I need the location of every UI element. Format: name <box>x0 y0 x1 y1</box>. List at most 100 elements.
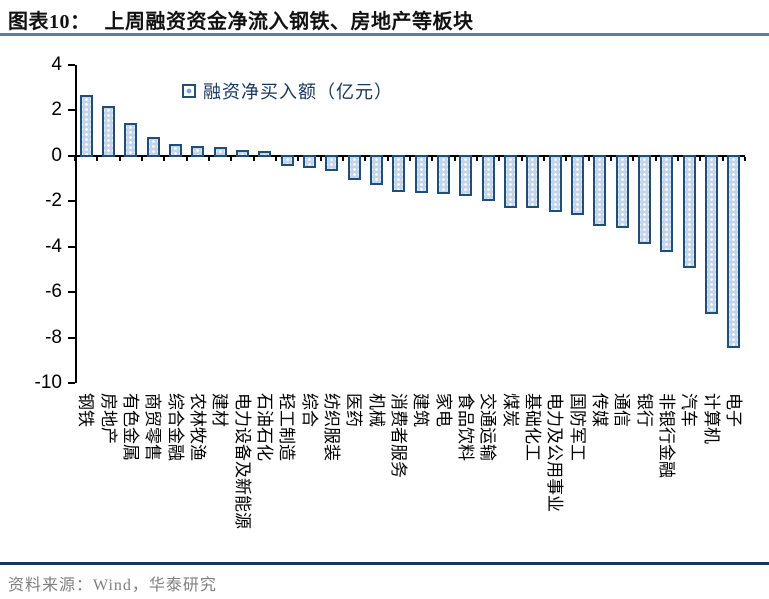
x-axis-tick <box>163 156 166 161</box>
x-axis-label: 电子 <box>723 393 743 427</box>
x-axis-label: 国防军工 <box>567 393 587 461</box>
x-axis-tick <box>141 156 143 161</box>
bar <box>593 154 607 226</box>
bar <box>280 154 294 166</box>
bar <box>325 154 339 172</box>
y-axis-tick-label: -2 <box>45 190 62 212</box>
x-axis-tick <box>275 156 277 161</box>
x-axis-tick <box>632 156 635 161</box>
bar <box>79 95 93 157</box>
y-axis-tick-label: 4 <box>51 54 62 75</box>
bar <box>414 154 428 193</box>
x-axis-tick <box>721 156 724 161</box>
x-axis-label: 纺织服装 <box>321 393 341 461</box>
x-axis-tick <box>699 156 702 161</box>
bar <box>548 154 562 213</box>
x-axis-label: 综合金融 <box>165 393 185 461</box>
bar <box>705 154 718 315</box>
y-axis-tick-label: -6 <box>45 281 62 303</box>
x-axis-tick <box>565 156 568 161</box>
x-axis-label: 食品饮料 <box>455 393 475 461</box>
x-axis-label: 综合 <box>299 393 319 427</box>
x-axis-tick <box>386 156 389 161</box>
bar <box>124 123 138 157</box>
bar <box>191 146 205 157</box>
figure-title-text: 上周融资资金净流入钢铁、房地产等板块 <box>104 11 474 33</box>
x-axis-label: 轻工制造 <box>277 393 297 461</box>
y-axis-tick-label: -8 <box>45 326 62 348</box>
x-axis-label: 交通运输 <box>478 393 498 461</box>
x-axis-tick <box>364 156 367 161</box>
x-axis-label: 医药 <box>344 393 364 427</box>
y-axis-tick <box>68 64 75 66</box>
y-axis-tick-label: 0 <box>51 144 62 166</box>
y-axis-tick <box>68 382 75 384</box>
y-axis-tick <box>68 109 75 112</box>
bar <box>526 154 540 208</box>
x-axis-tick <box>74 156 76 161</box>
x-axis-label: 电力及公用事业 <box>545 393 565 512</box>
bar <box>660 154 674 252</box>
x-axis-label: 房地产 <box>98 393 118 444</box>
x-axis-label: 钢铁 <box>76 393 96 427</box>
bar <box>459 154 473 197</box>
x-axis-tick <box>543 156 545 161</box>
figure-number: 图表10： <box>8 11 91 33</box>
title-divider <box>0 33 769 36</box>
legend: 融资净买入额（亿元） <box>182 78 393 104</box>
bar <box>682 154 696 268</box>
bar <box>258 150 272 157</box>
x-axis-tick <box>476 156 478 161</box>
x-axis-tick <box>744 156 746 161</box>
x-axis-tick <box>677 156 679 161</box>
bar <box>236 149 249 157</box>
y-axis-tick-label: 2 <box>51 99 62 121</box>
x-axis-tick <box>297 156 300 161</box>
x-axis-tick <box>610 156 612 161</box>
x-axis-label: 商贸零售 <box>143 393 163 461</box>
y-axis-tick-label: -4 <box>45 235 62 257</box>
x-axis-tick <box>409 156 411 161</box>
bar <box>347 154 361 181</box>
y-axis-tick <box>68 336 75 339</box>
legend-marker-icon <box>182 84 196 98</box>
x-axis-label: 通信 <box>612 393 632 427</box>
x-axis-label: 电力设备及新能源 <box>232 393 252 529</box>
x-axis-tick <box>185 156 188 161</box>
x-axis-label: 消费者服务 <box>388 393 408 478</box>
x-axis-label: 农林牧渔 <box>187 393 207 461</box>
x-axis-tick <box>453 156 456 161</box>
y-axis-line <box>75 65 77 383</box>
x-axis-tick <box>431 156 434 161</box>
bar <box>392 154 406 192</box>
y-axis-tick <box>68 154 75 157</box>
x-axis-label: 机械 <box>366 393 386 427</box>
x-axis-label: 建筑 <box>411 393 431 427</box>
bar <box>638 154 651 244</box>
x-axis-tick <box>230 156 233 161</box>
x-axis-tick <box>498 156 501 161</box>
x-axis-label: 银行 <box>634 393 654 427</box>
x-axis-label: 家电 <box>433 393 453 427</box>
bar <box>146 137 160 157</box>
x-axis-tick <box>252 156 255 161</box>
y-axis-tick <box>68 291 75 294</box>
bar <box>571 154 584 216</box>
bar <box>169 143 182 157</box>
x-axis-tick <box>208 156 210 161</box>
x-axis-label: 非银行金融 <box>656 393 676 478</box>
x-axis-label: 传媒 <box>589 393 609 427</box>
x-axis-label: 煤炭 <box>500 393 520 427</box>
x-axis-label: 有色金属 <box>120 393 140 461</box>
page-title: 图表10： 上周融资资金净流入钢铁、房地产等板块 <box>8 5 474 34</box>
source-text: 资料来源：Wind，华泰研究 <box>8 577 217 594</box>
x-axis-label: 基础化工 <box>522 393 542 461</box>
bar <box>102 106 115 157</box>
x-axis-tick <box>342 156 344 161</box>
x-axis-label: 汽车 <box>679 393 699 427</box>
bar <box>615 154 629 228</box>
bar <box>481 154 495 201</box>
x-axis-label: 计算机 <box>701 393 721 444</box>
bar <box>437 154 450 194</box>
x-axis-zero-line <box>75 154 745 157</box>
